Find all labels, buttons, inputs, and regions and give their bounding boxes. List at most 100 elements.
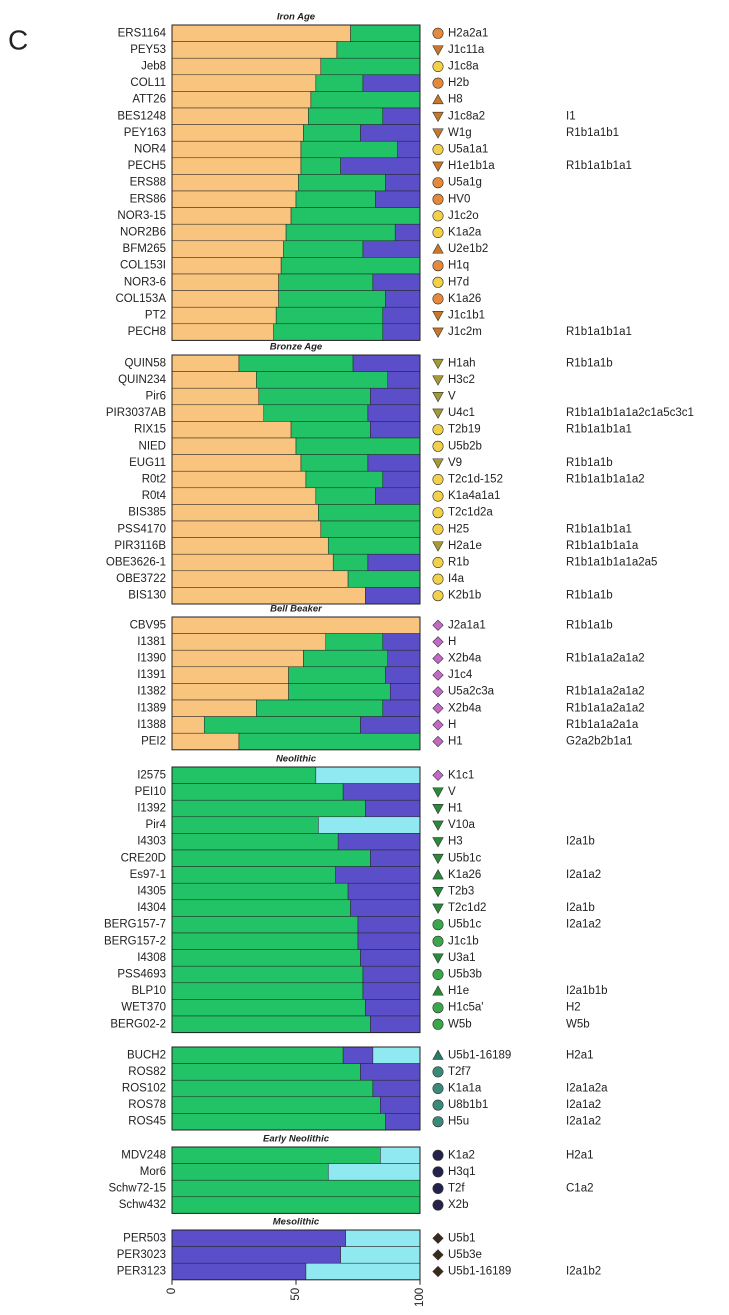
bar-segment (362, 982, 421, 1000)
bar-segment (171, 732, 240, 751)
mt-haplogroup: U3a1 (448, 952, 476, 964)
bar-segment (300, 454, 369, 472)
sample-label: WET370 (121, 1002, 166, 1014)
y-haplogroup: R1b1a1b1a1 (566, 326, 632, 338)
bar-segment (365, 999, 421, 1017)
marker (432, 1166, 444, 1178)
marker (432, 1199, 444, 1211)
bar-segment (370, 849, 421, 867)
mt-haplogroup: K1a26 (448, 869, 481, 881)
marker (432, 177, 444, 189)
marker (432, 227, 444, 238)
mt-haplogroup: T2b19 (448, 424, 481, 436)
mt-haplogroup: H3 (448, 836, 463, 848)
bar-segment (171, 354, 240, 372)
bar-segment (347, 570, 421, 588)
bar-segment (275, 306, 384, 325)
bar-segment (385, 174, 421, 192)
y-haplogroup: R1b1a1b1a1a2 (566, 474, 645, 486)
bar-segment (171, 124, 304, 142)
marker (432, 293, 444, 305)
bar-segment (382, 470, 421, 489)
x-tick-label: 50 (290, 1288, 302, 1301)
marker (432, 111, 444, 123)
bar-segment (171, 91, 312, 109)
marker (432, 327, 444, 338)
y-haplogroup: R1b1a1b1 (566, 127, 619, 139)
bar-segment (385, 666, 421, 684)
y-haplogroup: I2a1b1b (566, 985, 608, 997)
marker (432, 869, 444, 880)
y-haplogroup: I2a1b (566, 902, 595, 914)
marker (432, 919, 444, 931)
bar-segment (325, 633, 384, 651)
marker (432, 636, 444, 648)
sample-label: BIS130 (128, 590, 166, 602)
sample-label: R0t4 (142, 490, 167, 502)
bar-segment (171, 174, 299, 192)
bar-segment (171, 74, 317, 92)
y-haplogroup: R1b1a1b (566, 457, 613, 469)
marker (432, 669, 444, 681)
bar-segment (365, 799, 421, 818)
bar-segment (171, 57, 322, 76)
marker (432, 735, 444, 748)
bar-segment (171, 1196, 421, 1214)
marker (432, 474, 444, 485)
marker (432, 1002, 444, 1014)
marker (432, 490, 444, 502)
bar-segment (382, 306, 421, 325)
bar-segment (327, 1163, 421, 1181)
bar-segment (310, 91, 421, 109)
panel-title: Neolithic (276, 754, 317, 765)
bar-segment (337, 833, 421, 851)
sample-label: PEY163 (124, 127, 166, 139)
bar-segment (315, 74, 364, 92)
bar-segment (360, 949, 421, 967)
sample-label: I1391 (137, 669, 166, 681)
sample-label: BERG02-2 (110, 1018, 166, 1030)
marker (432, 144, 444, 155)
sample-label: PECH5 (128, 160, 166, 172)
bar-segment (171, 107, 309, 125)
bar-segment (171, 387, 260, 406)
bar-segment (171, 223, 287, 242)
marker (432, 686, 444, 698)
y-haplogroup: I2a1a2 (566, 1116, 601, 1128)
y-haplogroup: R1b1a1a2a1a (566, 719, 639, 731)
bar-segment (280, 257, 421, 275)
marker (432, 1116, 444, 1128)
marker (432, 804, 444, 815)
sample-label: RIX15 (134, 424, 166, 436)
marker (432, 953, 444, 964)
sample-label: Pir6 (146, 391, 166, 403)
bar-segment (367, 404, 421, 422)
mt-haplogroup: I4a (448, 573, 465, 585)
bar-segment (315, 766, 421, 784)
y-haplogroup: R1b1a1a2a1a2 (566, 686, 645, 698)
mt-haplogroup: K2b1b (448, 590, 481, 602)
bar-segment (171, 1046, 344, 1064)
panel-title: Bronze Age (270, 342, 323, 353)
bar-segment (382, 699, 421, 717)
marker (432, 193, 444, 205)
bar-segment (171, 1246, 341, 1264)
mt-haplogroup: H1e (448, 985, 469, 997)
bar-segment (372, 273, 421, 291)
panel-frame (171, 766, 421, 1034)
marker (432, 1018, 444, 1030)
bar-segment (387, 649, 421, 668)
marker (432, 311, 444, 322)
sample-label: NOR4 (134, 144, 167, 156)
mt-haplogroup: J1c2o (448, 210, 479, 222)
mt-haplogroup: U4c1 (448, 407, 475, 419)
marker (432, 820, 444, 831)
mt-haplogroup: X2b4a (448, 702, 482, 714)
mt-haplogroup: U5b1c (448, 852, 481, 864)
marker (432, 1066, 444, 1078)
mt-haplogroup: W5b (448, 1018, 472, 1030)
sample-label: PIR3037AB (106, 407, 166, 419)
bar-segment (171, 866, 336, 884)
panel-label: C (8, 24, 28, 55)
marker (432, 541, 444, 552)
